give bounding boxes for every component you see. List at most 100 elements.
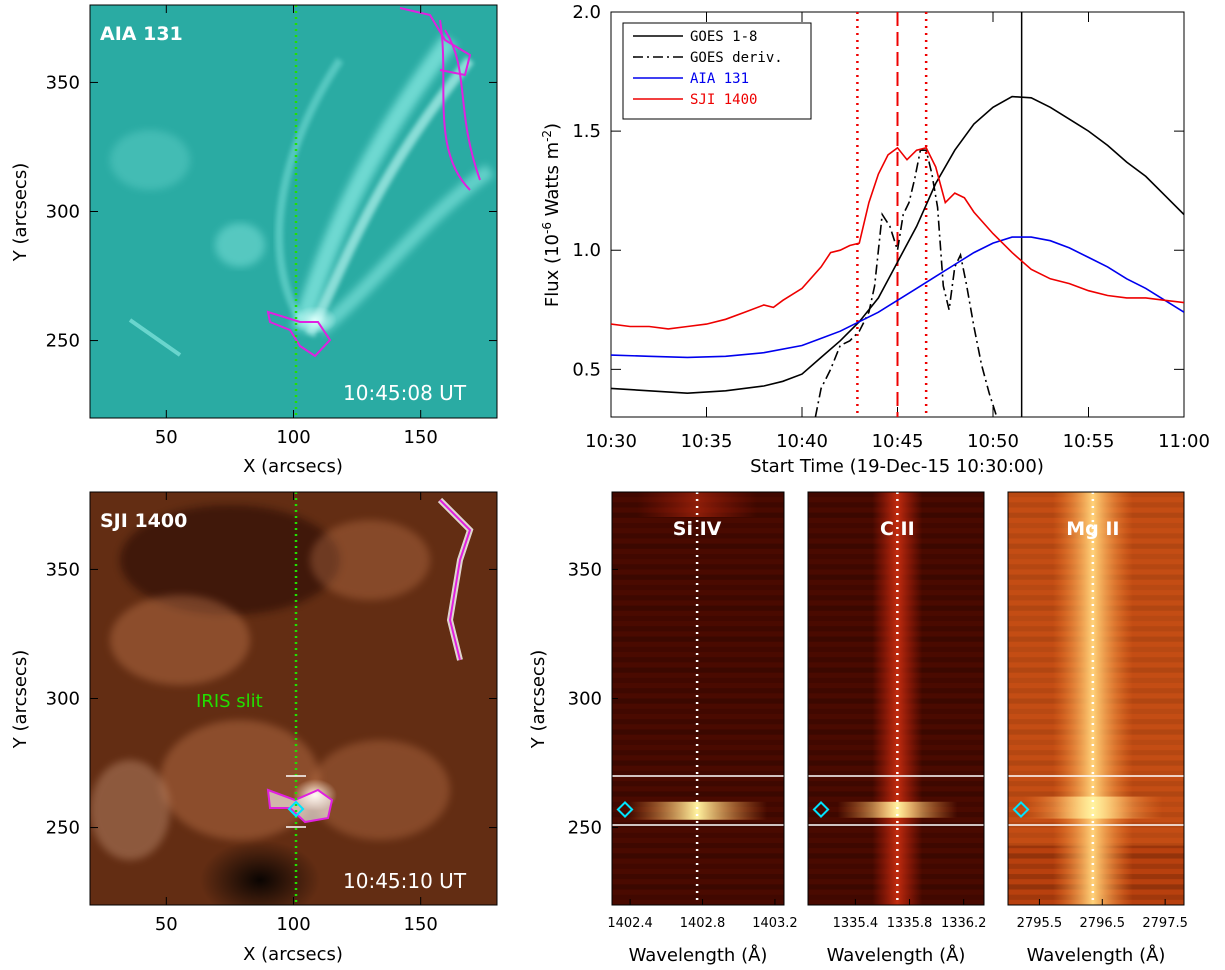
noise-band: [612, 605, 784, 611]
y-tick-label: 250: [568, 818, 602, 839]
spectrum-xlabel: Wavelength (Å): [1027, 944, 1166, 966]
aia-panel: AIA 131 10:45:08 UT 50 100 150 250 300 350 X …: [10, 4, 498, 477]
x-tick-label: 10:40: [776, 431, 828, 452]
spectra-ylabel: Y (arcsecs): [528, 650, 549, 749]
spectrum-title: Si IV: [673, 518, 722, 540]
series-line: [611, 146, 1184, 330]
noise-band: [612, 739, 784, 745]
aia-ylabel: Y (arcsecs): [10, 163, 31, 262]
y-tick-label: 350: [568, 559, 602, 580]
x-tick-label: 2795.5: [1017, 916, 1063, 931]
sji-panel: SJI 1400 IRIS slit 10:45:10 UT 50 100 150 2…: [10, 491, 498, 965]
spectra-panels: Si IV 1402.4 1402.8 1403.2 250 300 350 Waveleng…: [568, 491, 1188, 966]
sji-diamond-marker: [287, 800, 305, 818]
series-line: [611, 95, 1184, 395]
y-tick-label: 250: [46, 818, 80, 839]
x-tick-label: 1335.4: [833, 916, 879, 931]
sji-axes: 50 100 150 250 300 350: [46, 492, 497, 935]
x-tick-label: 50: [155, 427, 178, 448]
spectrum-xlabel: Wavelength (Å): [827, 944, 966, 966]
aia-timestamp: 10:45:08 UT: [343, 381, 467, 405]
x-tick-label: 2797.5: [1142, 916, 1188, 931]
lightcurve-chart: 10:30 10:35 10:40 10:45 10:50 10:55 11:00 0.5 1.…: [540, 2, 1210, 477]
noise-band: [612, 543, 784, 549]
noise-band: [612, 853, 784, 859]
noise-band: [612, 874, 784, 880]
spectrum-panel: Mg II 2795.5 2796.5 2797.5 Wavelength (Å): [1007, 491, 1188, 966]
y-tick-label: 1.0: [572, 240, 601, 261]
legend-label: GOES deriv.: [690, 50, 783, 66]
diamond-marker: [812, 801, 830, 818]
emission-top: [637, 492, 758, 517]
x-tick-label: 10:35: [681, 431, 733, 452]
x-tick-label: 100: [276, 914, 310, 935]
y-tick-label: 350: [46, 559, 80, 580]
noise-band: [612, 729, 784, 735]
x-tick-label: 150: [404, 427, 438, 448]
x-tick-label: 1403.2: [752, 916, 798, 931]
noise-band: [612, 698, 784, 704]
y-tick-label: 0.5: [572, 359, 601, 380]
series-line: [611, 236, 1184, 359]
legend-label: SJI 1400: [690, 92, 757, 108]
aia-axes: 50 100 150 250 300 350: [46, 5, 497, 448]
x-tick-label: 11:00: [1158, 431, 1210, 452]
series-line: [814, 149, 998, 417]
lightcurve-plot: [611, 12, 1184, 417]
noise-band: [612, 584, 784, 591]
sji-timestamp: 10:45:10 UT: [343, 869, 467, 893]
noise-band: [612, 719, 784, 725]
noise-band: [612, 863, 784, 869]
diamond-marker: [616, 801, 634, 818]
x-tick-label: 10:30: [585, 431, 637, 452]
noise-band: [612, 646, 784, 653]
noise-band: [612, 688, 784, 694]
noise-band: [612, 677, 784, 684]
y-tick-label: 1.5: [572, 121, 601, 142]
lightcurve-xlabel: Start Time (19-Dec-15 10:30:00): [750, 456, 1044, 477]
noise-band: [612, 884, 784, 890]
x-tick-label: 1335.8: [887, 916, 933, 931]
legend-label: GOES 1-8: [690, 29, 757, 45]
x-tick-label: 1402.4: [607, 916, 653, 931]
noise-band: [612, 894, 784, 900]
emission-band: [837, 801, 958, 818]
x-tick-label: 10:50: [967, 431, 1019, 452]
noise-band: [612, 657, 784, 663]
legend-label: AIA 131: [690, 71, 749, 87]
sji-title: SJI 1400: [100, 510, 187, 532]
aia-xlabel: X (arcsecs): [243, 456, 343, 477]
x-tick-label: 1336.2: [941, 916, 987, 931]
x-tick-label: 2796.5: [1080, 916, 1126, 931]
sji-ylabel: Y (arcsecs): [10, 650, 31, 749]
x-tick-label: 150: [404, 914, 438, 935]
noise-band: [612, 522, 784, 529]
y-tick-label: 350: [46, 72, 80, 93]
noise-band: [612, 843, 784, 849]
emission-band: [627, 801, 768, 820]
x-tick-label: 10:45: [872, 431, 924, 452]
aia-title: AIA 131: [100, 23, 183, 45]
y-tick-label: 300: [46, 202, 80, 223]
noise-band: [612, 708, 784, 714]
lightcurve-axes: 10:30 10:35 10:40 10:45 10:50 10:55 11:00 0.5 1.…: [572, 2, 1210, 452]
spectrum-panel: C II 1335.4 1335.8 1336.2 Wavelength (Å): [807, 491, 987, 966]
noise-band: [612, 760, 784, 766]
diamond-marker: [1012, 801, 1030, 818]
noise-band: [612, 626, 784, 632]
y-tick-label: 250: [46, 331, 80, 352]
y-tick-label: 2.0: [572, 2, 601, 23]
noise-band: [612, 564, 784, 570]
spectrum-title: C II: [880, 518, 915, 540]
sji-slit-label: IRIS slit: [196, 691, 263, 712]
y-tick-label: 300: [46, 689, 80, 710]
sji-xlabel: X (arcsecs): [243, 944, 343, 965]
spectrum-xlabel: Wavelength (Å): [629, 944, 768, 966]
x-tick-label: 1402.8: [680, 916, 726, 931]
x-tick-label: 100: [276, 427, 310, 448]
x-tick-label: 50: [155, 914, 178, 935]
aia-structures: [90, 5, 497, 418]
spectrum-panel: Si IV 1402.4 1402.8 1403.2 250 300 350 Waveleng…: [568, 491, 798, 966]
x-tick-label: 10:55: [1063, 431, 1115, 452]
